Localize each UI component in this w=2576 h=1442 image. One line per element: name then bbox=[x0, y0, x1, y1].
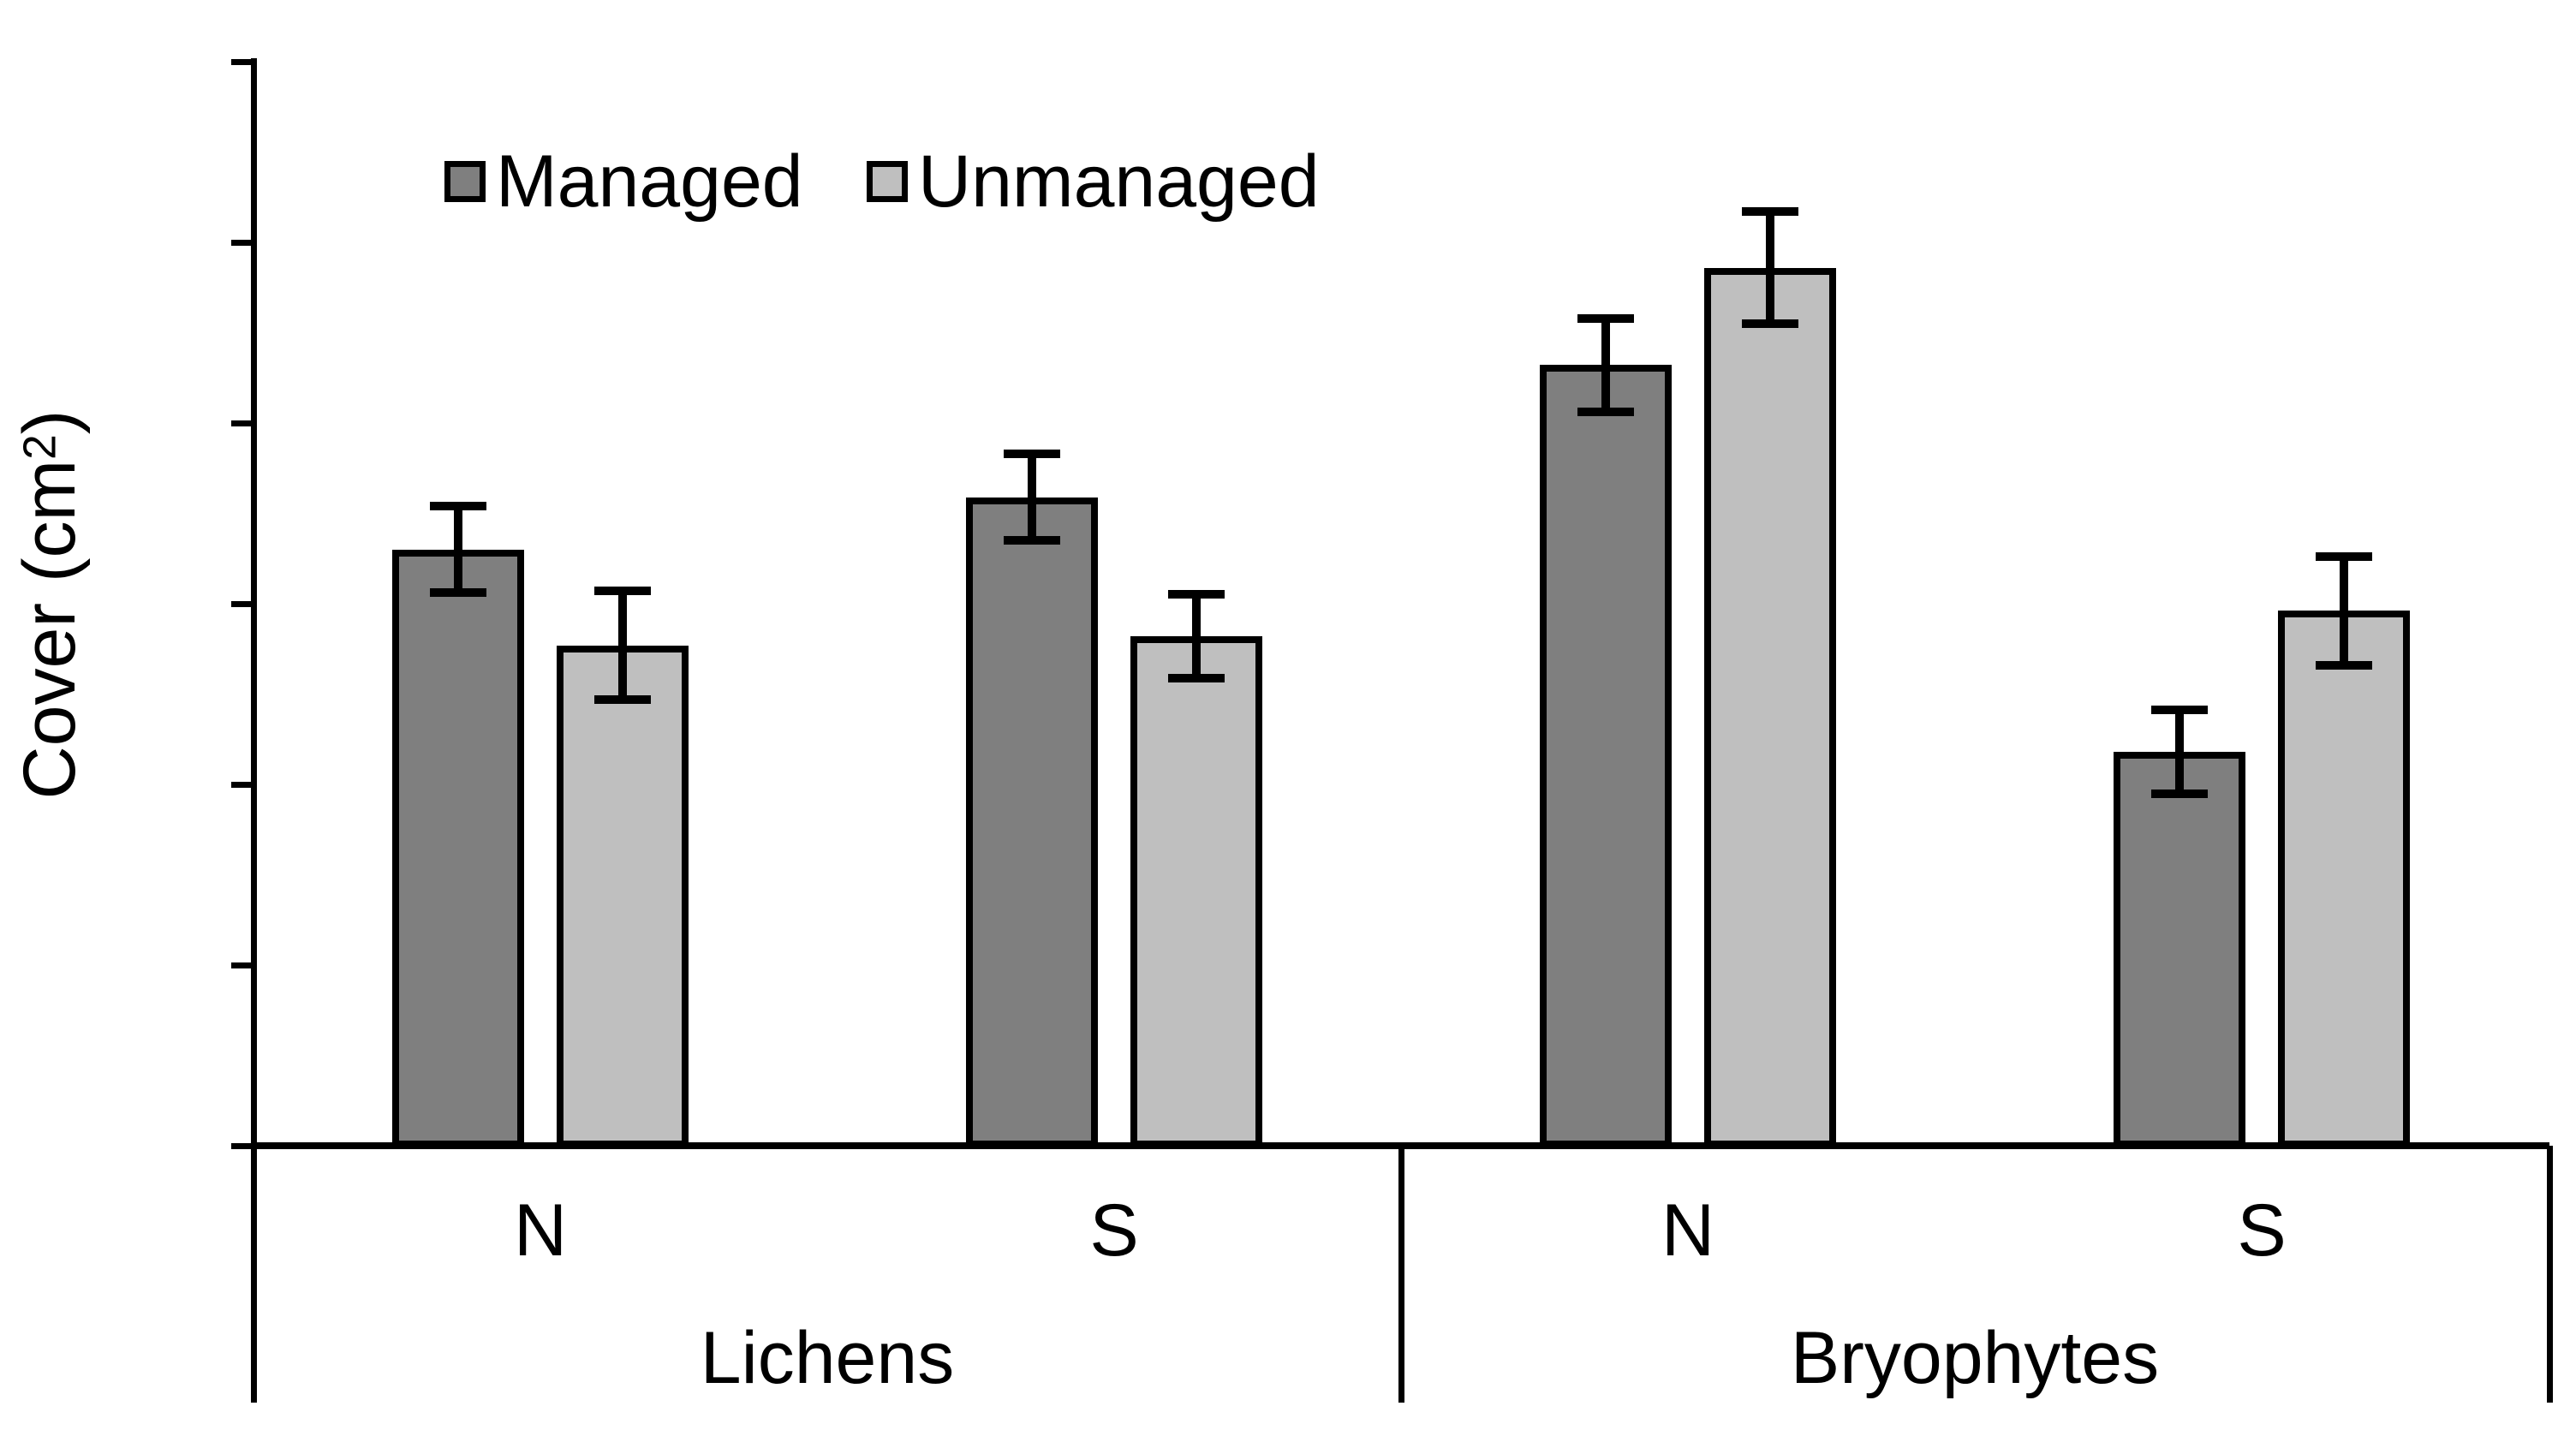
bar-unmanaged-lichens-n bbox=[557, 645, 689, 1147]
legend-label-managed: Managed bbox=[496, 140, 803, 223]
error-bar-cap-top-managed-lichens-s bbox=[1004, 449, 1060, 458]
error-bar-cap-top-unmanaged-bryophytes-s bbox=[2316, 552, 2372, 562]
error-bar-line-unmanaged-lichens-s bbox=[1192, 594, 1201, 678]
error-bar-cap-bottom-managed-lichens-s bbox=[1004, 536, 1060, 545]
y-tick bbox=[231, 962, 253, 968]
group-divider-line bbox=[1398, 1146, 1404, 1403]
error-bar-cap-bottom-unmanaged-lichens-s bbox=[1168, 673, 1225, 682]
error-bar-line-managed-bryophytes-s bbox=[2175, 710, 2184, 794]
error-bar-cap-top-managed-lichens-n bbox=[430, 502, 486, 511]
error-bar-cap-bottom-unmanaged-bryophytes-s bbox=[2316, 660, 2372, 670]
bar-unmanaged-bryophytes-s bbox=[2278, 611, 2410, 1147]
x-axis-line bbox=[250, 1142, 2549, 1149]
y-tick bbox=[231, 1142, 253, 1149]
error-bar-cap-bottom-managed-bryophytes-n bbox=[1577, 408, 1634, 417]
legend-label-unmanaged: Unmanaged bbox=[918, 140, 1320, 223]
bar-managed-lichens-s bbox=[966, 497, 1098, 1147]
error-bar-line-managed-lichens-s bbox=[1028, 453, 1036, 541]
error-bar-line-unmanaged-bryophytes-n bbox=[1766, 212, 1774, 324]
error-bar-cap-bottom-managed-bryophytes-s bbox=[2151, 789, 2208, 798]
error-bar-cap-top-unmanaged-lichens-s bbox=[1168, 590, 1225, 599]
y-tick bbox=[231, 781, 253, 788]
category-label-s-bryophytes: S bbox=[2237, 1189, 2287, 1272]
category-label-n-bryophytes: N bbox=[1661, 1189, 1715, 1272]
y-tick bbox=[231, 58, 253, 65]
y-tick bbox=[231, 420, 253, 426]
error-bar-line-managed-lichens-n bbox=[454, 506, 462, 593]
legend-swatch-unmanaged bbox=[867, 161, 908, 202]
bar-managed-bryophytes-n bbox=[1540, 365, 1672, 1147]
table-left-border bbox=[250, 1146, 257, 1403]
error-bar-cap-bottom-unmanaged-lichens-n bbox=[594, 694, 651, 704]
error-bar-line-unmanaged-bryophytes-s bbox=[2340, 557, 2348, 665]
error-bar-cap-top-managed-bryophytes-s bbox=[2151, 706, 2208, 715]
error-bar-line-managed-bryophytes-n bbox=[1601, 318, 1610, 413]
category-label-s-lichens: S bbox=[1089, 1189, 1139, 1272]
y-axis-title: Cover (cm2) bbox=[9, 409, 91, 800]
category-label-n-lichens: N bbox=[513, 1189, 568, 1272]
y-tick bbox=[231, 239, 253, 246]
error-bar-cap-top-managed-bryophytes-n bbox=[1577, 313, 1634, 323]
y-axis-line bbox=[250, 58, 257, 1149]
group-label-lichens: Lichens bbox=[700, 1317, 955, 1399]
y-tick bbox=[231, 600, 253, 607]
table-right-border bbox=[2546, 1146, 2553, 1403]
bar-managed-lichens-n bbox=[392, 549, 524, 1147]
bar-unmanaged-lichens-s bbox=[1130, 635, 1262, 1147]
error-bar-cap-bottom-managed-lichens-n bbox=[430, 588, 486, 598]
error-bar-cap-top-unmanaged-lichens-n bbox=[594, 587, 651, 596]
group-label-bryophytes: Bryophytes bbox=[1790, 1317, 2160, 1399]
legend-swatch-managed bbox=[444, 161, 486, 202]
bar-managed-bryophytes-s bbox=[2114, 752, 2245, 1147]
bar-unmanaged-bryophytes-n bbox=[1704, 267, 1836, 1147]
error-bar-cap-bottom-unmanaged-bryophytes-n bbox=[1742, 319, 1798, 328]
error-bar-cap-top-unmanaged-bryophytes-n bbox=[1742, 207, 1798, 217]
error-bar-line-unmanaged-lichens-n bbox=[618, 591, 627, 700]
